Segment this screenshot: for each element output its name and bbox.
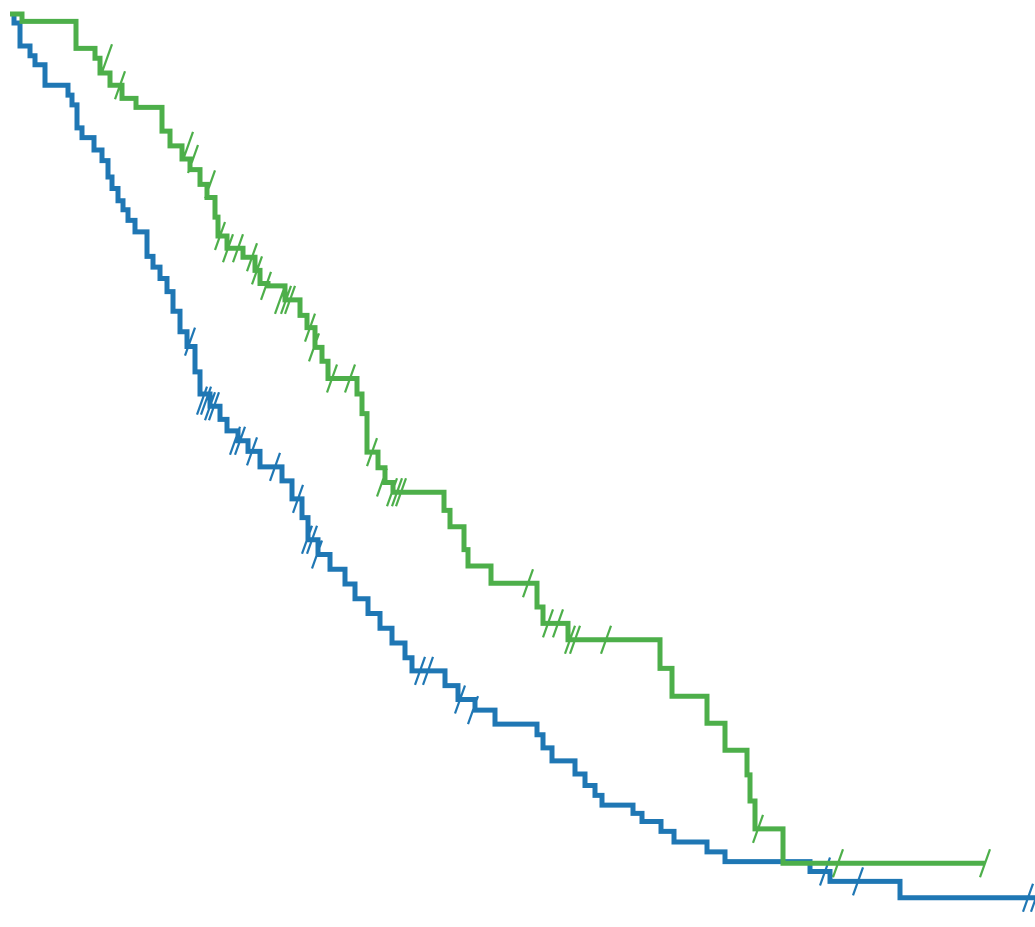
series-1-censor-mark — [1021, 883, 1035, 913]
series-2-censor-mark — [273, 285, 287, 315]
series-1-censor-mark — [453, 685, 467, 714]
series-1-censor-mark — [228, 426, 242, 456]
series-1-censor-mark — [195, 386, 209, 415]
series-1-censor-mark — [183, 327, 197, 356]
series-2-censor-mark — [181, 131, 195, 161]
series-2-line — [10, 11, 985, 866]
series-1-censor-mark — [199, 386, 213, 415]
series-2-censor-mark — [325, 364, 339, 393]
series-1-censor-mark — [310, 540, 324, 569]
series-1-censor-mark — [1029, 897, 1035, 913]
series-2-censor-mark — [113, 70, 127, 100]
series-2-censor-mark — [751, 814, 765, 844]
series-2-censor-mark — [365, 437, 379, 467]
series-1-censor-mark — [233, 426, 247, 456]
series-1-censor-mark — [305, 525, 319, 555]
series-1-censor-mark — [413, 656, 427, 686]
series-1 — [10, 11, 1035, 913]
series-2-censor-mark — [231, 233, 245, 263]
series-2-censor-mark — [250, 255, 264, 285]
series-1-censor-mark — [466, 695, 480, 725]
series-1-censor-mark — [207, 391, 221, 421]
series-1-censor-mark — [300, 525, 314, 555]
series-2-censor-mark — [213, 221, 227, 251]
series-2-censor-mark — [978, 848, 992, 878]
series-2-censor-mark — [563, 625, 577, 655]
series-2-censor-mark — [568, 625, 582, 655]
series-1-censor-mark — [245, 436, 259, 466]
series-2-censor-mark — [831, 848, 845, 878]
series-2-censor-mark — [521, 568, 535, 598]
series-2-censor-mark — [203, 169, 217, 199]
series-2 — [10, 11, 992, 878]
series-2-censor-mark — [283, 285, 297, 315]
series-2-censor-mark — [385, 477, 399, 507]
series-1-censor-mark — [268, 452, 282, 482]
series-2-censor-mark — [541, 608, 555, 638]
series-2-censor-mark — [303, 313, 317, 343]
series-2-censor-mark — [186, 144, 200, 174]
series-2-censor-mark — [100, 43, 114, 73]
series-1-censor-mark — [421, 656, 435, 686]
series-1-censor-mark — [291, 484, 305, 514]
series-1-censor-mark — [851, 866, 865, 896]
series-2-censor-mark — [599, 625, 613, 655]
series-2-censor-mark — [394, 477, 408, 507]
series-2-censor-mark — [307, 332, 321, 362]
series-2-censor-mark — [551, 608, 565, 638]
series-2-censor-mark — [279, 285, 293, 315]
series-1-censor-mark — [203, 391, 217, 421]
series-2-censor-mark — [390, 477, 404, 507]
series-2-censor-mark — [259, 271, 273, 301]
series-1-line — [10, 11, 1035, 901]
series-2-censor-mark — [375, 468, 389, 497]
series-2-censor-mark — [221, 233, 235, 263]
series-2-censor-mark — [343, 364, 357, 393]
series-2-censor-mark — [245, 242, 259, 272]
